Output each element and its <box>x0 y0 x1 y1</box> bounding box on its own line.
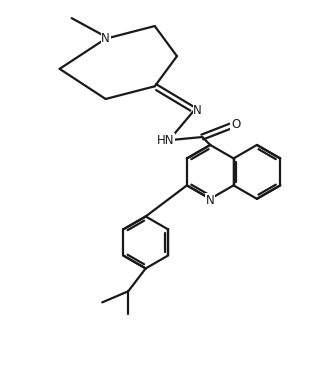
Text: O: O <box>231 118 240 131</box>
Text: N: N <box>101 32 110 45</box>
Text: N: N <box>206 194 215 207</box>
Text: HN: HN <box>157 134 174 147</box>
Text: N: N <box>193 104 202 117</box>
